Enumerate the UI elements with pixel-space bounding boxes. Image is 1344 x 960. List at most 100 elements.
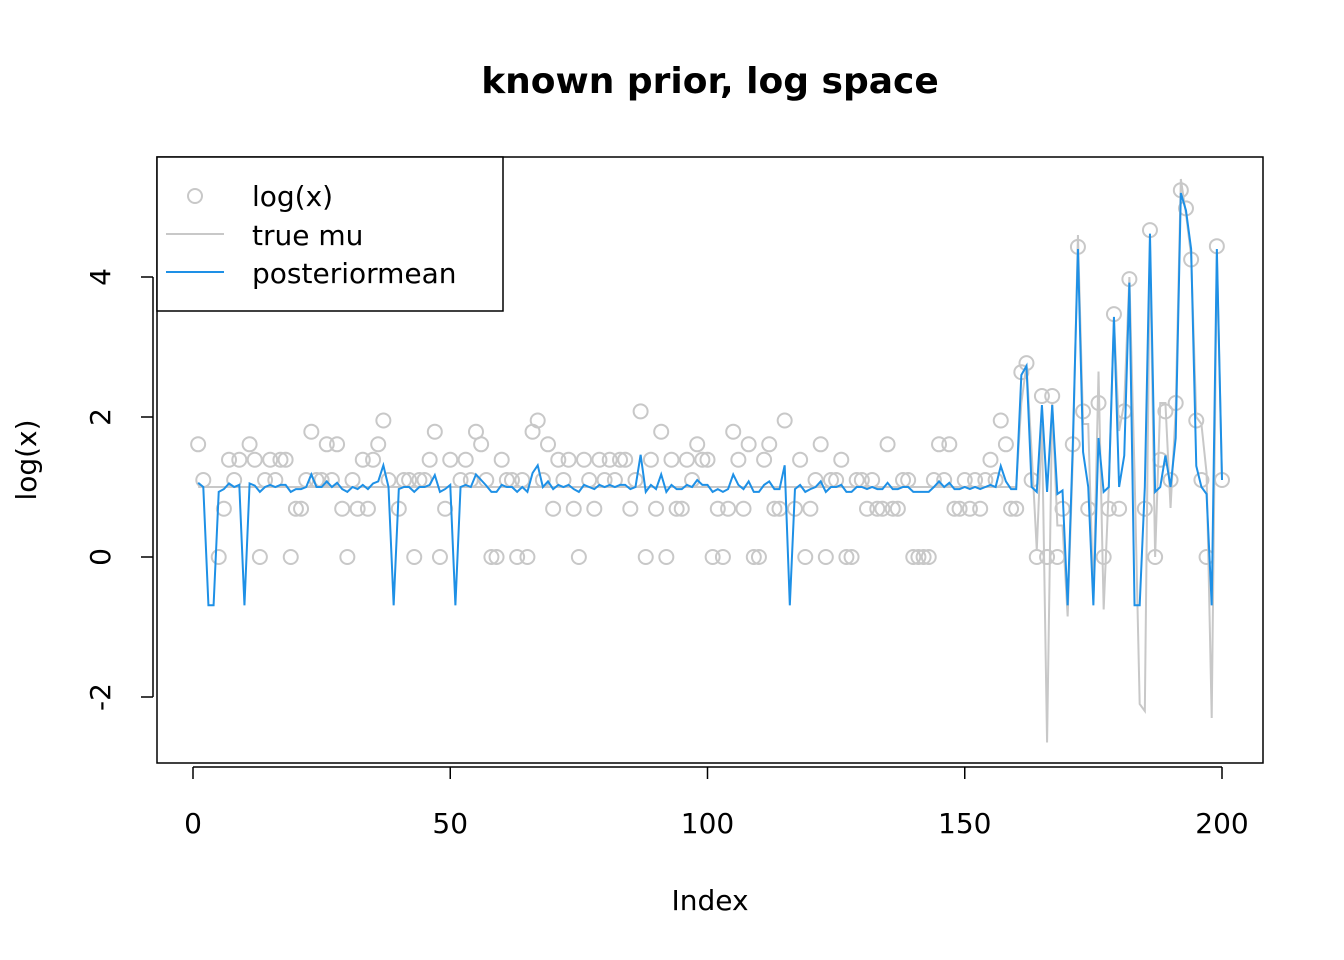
x-tick-label: 0 bbox=[184, 807, 202, 840]
data-point bbox=[1039, 549, 1056, 565]
data-point bbox=[272, 451, 289, 468]
data-point bbox=[215, 500, 232, 517]
data-point bbox=[910, 549, 927, 565]
data-point bbox=[972, 500, 989, 517]
data-point bbox=[426, 423, 443, 440]
data-point bbox=[457, 451, 474, 468]
data-point bbox=[833, 451, 850, 468]
data-point bbox=[550, 451, 567, 468]
data-point bbox=[858, 500, 875, 517]
data-point bbox=[992, 412, 1009, 429]
data-point bbox=[915, 549, 932, 565]
data-point bbox=[421, 451, 438, 468]
data-point bbox=[817, 549, 834, 565]
data-point bbox=[591, 451, 608, 468]
data-point bbox=[714, 549, 731, 565]
data-point bbox=[586, 500, 603, 517]
data-point bbox=[406, 549, 423, 565]
data-point bbox=[797, 549, 814, 565]
data-point bbox=[1100, 500, 1117, 517]
legend-label-posterior: posteriormean bbox=[252, 257, 457, 290]
data-point bbox=[1152, 451, 1169, 468]
data-point bbox=[1198, 549, 1215, 565]
data-point bbox=[1095, 549, 1112, 565]
data-point bbox=[349, 500, 366, 517]
data-point bbox=[1028, 549, 1045, 565]
data-point bbox=[493, 451, 510, 468]
data-point bbox=[1157, 403, 1174, 420]
data-point bbox=[359, 500, 376, 517]
data-point bbox=[612, 451, 629, 468]
data-point bbox=[540, 436, 557, 453]
data-point bbox=[663, 451, 680, 468]
x-axis-label: Index bbox=[671, 884, 748, 917]
x-tick-label: 100 bbox=[681, 807, 734, 840]
data-point bbox=[375, 412, 392, 429]
data-point bbox=[740, 436, 757, 453]
data-point bbox=[1049, 549, 1066, 565]
data-point bbox=[277, 451, 294, 468]
data-point bbox=[221, 451, 238, 468]
data-point bbox=[1090, 395, 1107, 411]
data-point bbox=[473, 436, 490, 453]
posterior-mean-line bbox=[197, 192, 1223, 607]
data-point bbox=[1147, 549, 1164, 565]
data-point bbox=[303, 423, 320, 440]
data-point bbox=[282, 549, 299, 565]
data-point bbox=[437, 500, 454, 517]
y-tick-label: 4 bbox=[84, 268, 117, 286]
data-point bbox=[905, 549, 922, 565]
data-point bbox=[653, 423, 670, 440]
data-point bbox=[668, 500, 685, 517]
data-point bbox=[231, 451, 248, 468]
data-point bbox=[293, 500, 310, 517]
y-tick-label: 0 bbox=[84, 548, 117, 566]
data-point bbox=[884, 500, 901, 517]
data-point bbox=[483, 549, 500, 565]
data-point bbox=[601, 451, 618, 468]
data-point bbox=[488, 549, 505, 565]
data-point bbox=[807, 472, 824, 488]
data-point bbox=[920, 549, 937, 565]
data-point bbox=[776, 412, 793, 429]
data-point bbox=[766, 500, 783, 517]
data-point bbox=[982, 451, 999, 468]
legend: log(x) true mu posteriormean bbox=[156, 156, 504, 312]
data-point bbox=[246, 451, 263, 468]
data-point bbox=[190, 436, 207, 453]
data-point bbox=[1111, 500, 1128, 517]
data-point bbox=[514, 472, 531, 488]
data-point bbox=[792, 451, 809, 468]
x-tick-label: 150 bbox=[938, 807, 991, 840]
data-point bbox=[704, 549, 721, 565]
data-point bbox=[1044, 388, 1061, 404]
data-point bbox=[941, 436, 958, 453]
data-point bbox=[287, 500, 304, 517]
data-point bbox=[509, 549, 526, 565]
legend-point-marker bbox=[187, 188, 203, 204]
data-point bbox=[262, 451, 279, 468]
data-point bbox=[725, 423, 742, 440]
y-tick-label: 2 bbox=[84, 408, 117, 426]
data-point bbox=[730, 451, 747, 468]
data-point bbox=[720, 500, 737, 517]
data-point bbox=[637, 549, 654, 565]
data-point bbox=[642, 451, 659, 468]
chart-title: known prior, log space bbox=[481, 61, 939, 102]
data-point bbox=[370, 436, 387, 453]
data-point bbox=[339, 549, 356, 565]
data-point bbox=[648, 500, 665, 517]
data-point bbox=[545, 500, 562, 517]
data-point bbox=[673, 500, 690, 517]
data-point bbox=[802, 500, 819, 517]
data-point bbox=[689, 436, 706, 453]
data-point bbox=[442, 451, 459, 468]
data-point bbox=[318, 436, 335, 453]
data-point bbox=[565, 500, 582, 517]
data-point bbox=[951, 500, 968, 517]
data-point bbox=[735, 500, 752, 517]
data-point bbox=[617, 451, 634, 468]
data-point bbox=[961, 500, 978, 517]
legend-label-true-mu: true mu bbox=[252, 219, 363, 252]
data-point bbox=[560, 451, 577, 468]
